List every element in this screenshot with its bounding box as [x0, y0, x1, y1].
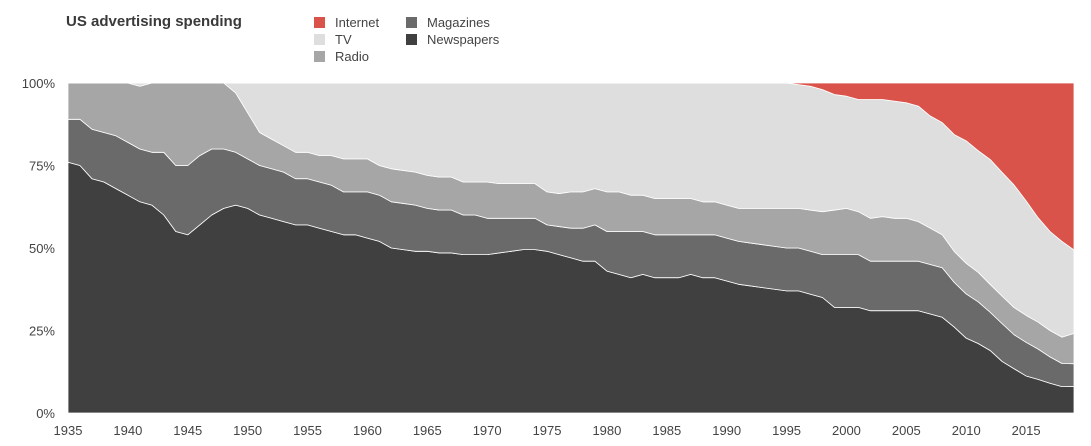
- x-tick-label: 1945: [173, 423, 202, 438]
- legend-swatch-magazines: [406, 17, 417, 28]
- chart-title: US advertising spending: [66, 13, 242, 30]
- x-tick-label: 1960: [353, 423, 382, 438]
- legend-swatch-tv: [314, 34, 325, 45]
- legend-label-tv: TV: [335, 32, 352, 47]
- axes: 0% 25% 50% 75% 100% 1935 1940 1945 1950 1955 1960 1…: [22, 76, 1041, 438]
- x-tick-label: 1940: [113, 423, 142, 438]
- legend-item-internet: Internet: [314, 14, 379, 31]
- x-tick-label: 1970: [473, 423, 502, 438]
- legend-item-tv: TV: [314, 31, 379, 48]
- y-tick-label: 0%: [36, 406, 55, 421]
- legend-label-internet: Internet: [335, 15, 380, 30]
- x-tick-label: 1985: [652, 423, 681, 438]
- legend-label-newspapers: Newspapers: [427, 32, 500, 47]
- legend-swatch-newspapers: [406, 34, 417, 45]
- x-tick-label: 1950: [233, 423, 262, 438]
- x-tick-label: 1975: [533, 423, 562, 438]
- legend-item-magazines: Magazines: [406, 14, 499, 31]
- area-layers: [67, 82, 1075, 414]
- x-tick-label: 2005: [892, 423, 921, 438]
- y-tick-label: 75%: [29, 159, 55, 174]
- x-tick-label: 1965: [413, 423, 442, 438]
- area-series-internet: [67, 82, 1075, 251]
- legend-item-radio: Radio: [314, 48, 379, 65]
- x-tick-label: 2015: [1012, 423, 1041, 438]
- y-tick-label: 50%: [29, 241, 55, 256]
- x-tick-label: 2000: [832, 423, 861, 438]
- legend-swatch-internet: [314, 17, 325, 28]
- legend-swatch-radio: [314, 51, 325, 62]
- x-tick-label: 1955: [293, 423, 322, 438]
- y-tick-label: 25%: [29, 324, 55, 339]
- x-tick-label: 1935: [54, 423, 83, 438]
- y-tick-label: 100%: [22, 76, 56, 91]
- x-tick-label: 1990: [712, 423, 741, 438]
- x-tick-label: 1995: [772, 423, 801, 438]
- legend-label-radio: Radio: [335, 49, 369, 64]
- x-tick-label: 2010: [952, 423, 981, 438]
- x-tick-label: 1980: [592, 423, 621, 438]
- legend-item-newspapers: Newspapers: [406, 31, 499, 48]
- legend-label-magazines: Magazines: [427, 15, 490, 30]
